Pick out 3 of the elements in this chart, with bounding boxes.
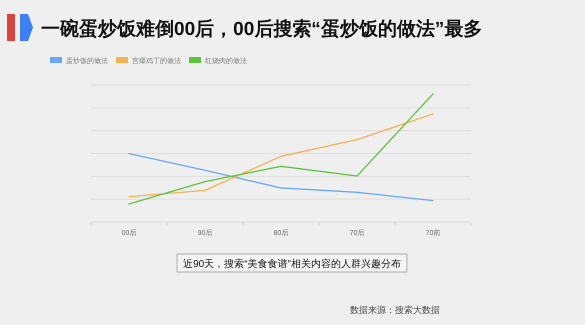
source-note: 数据来源：搜索大数据 — [350, 305, 440, 315]
chart-title: 一碗蛋炒饭难倒00后，00后搜索“蛋炒饭的做法”最多 — [41, 18, 482, 40]
text: 近90天，搜索“美食食谱”相关内容的人群兴趣分布 — [183, 258, 401, 270]
